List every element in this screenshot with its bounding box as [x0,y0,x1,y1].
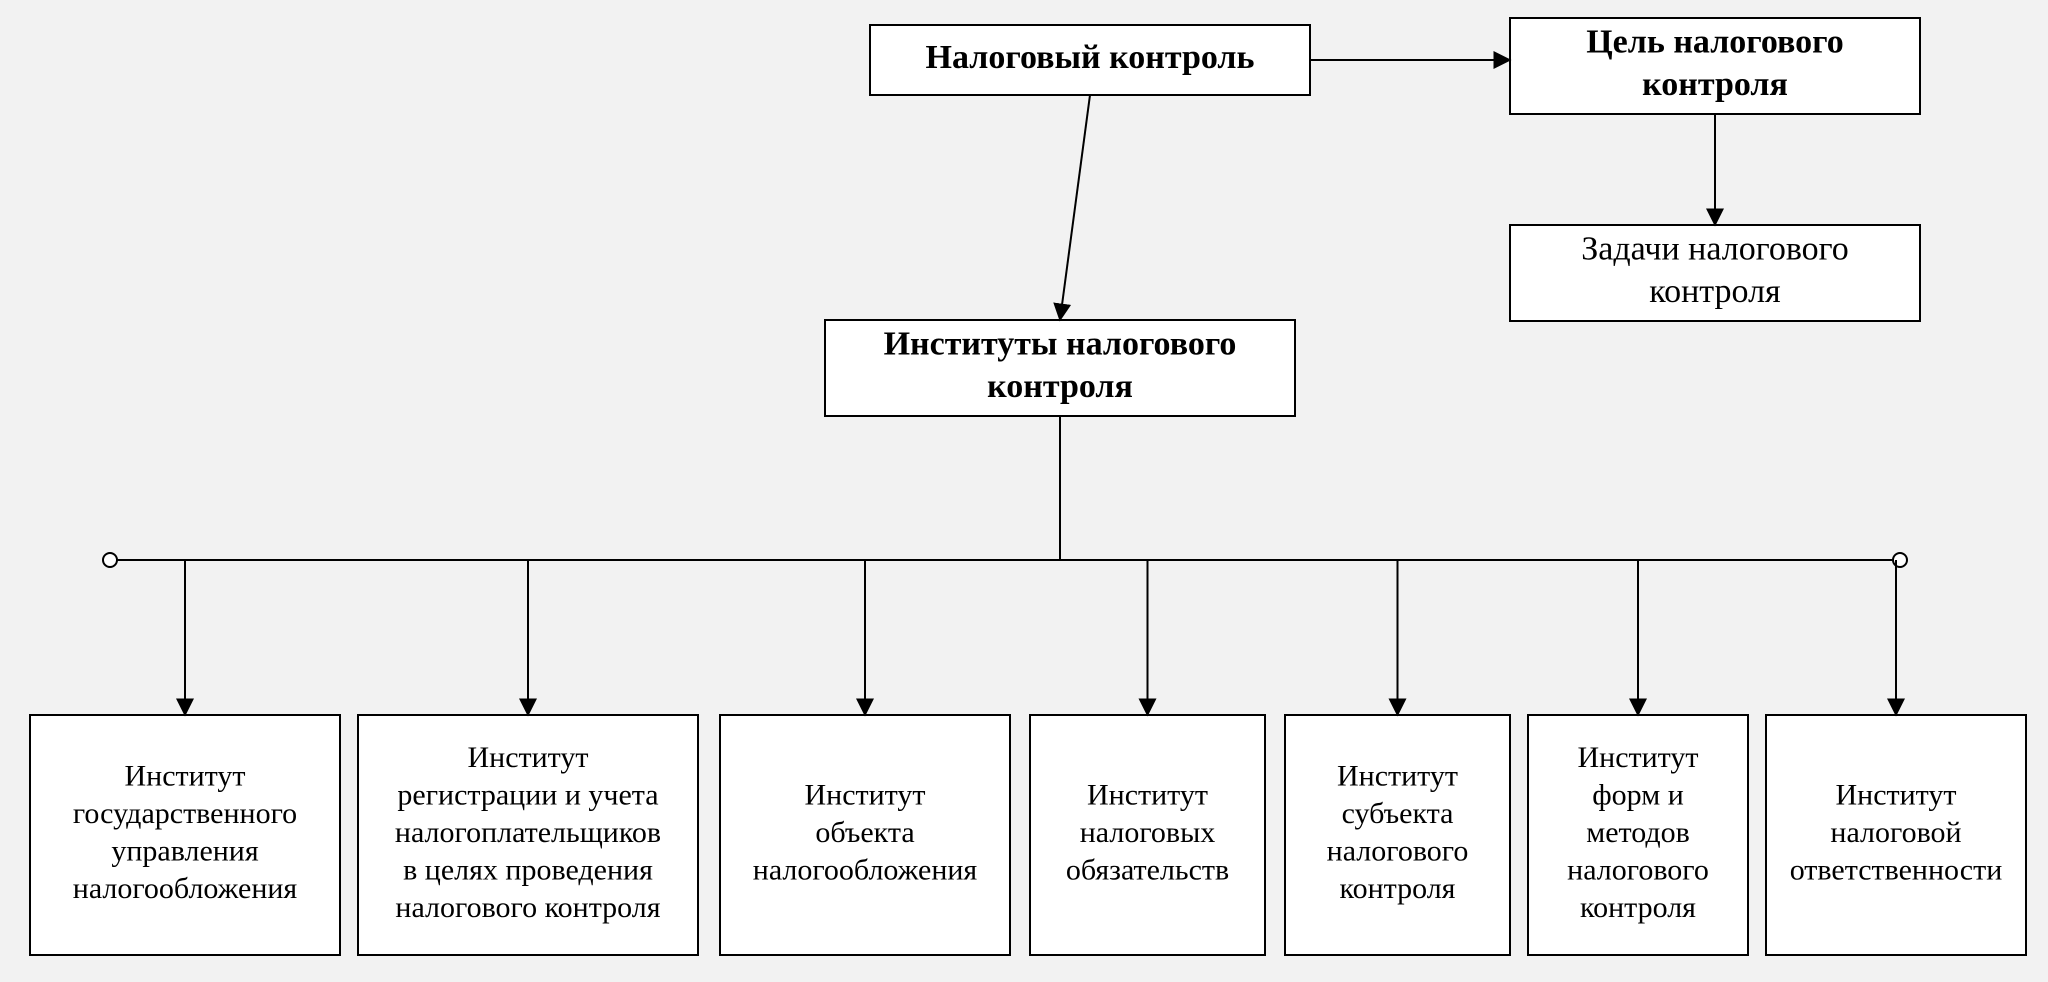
node-c5-line-3: контроля [1340,872,1456,905]
node-c6-line-1: форм и [1592,778,1684,811]
node-c6-line-0: Институт [1577,741,1698,774]
node-c4-line-1: налоговых [1080,816,1215,849]
node-inst-line-1: контроля [987,368,1133,405]
node-c1-line-2: управления [111,835,259,868]
node-inst: Институты налогового контроля [825,320,1295,416]
node-c2-line-4: налогового контроля [395,891,660,924]
node-c3: Институт объекта налогообложения [720,715,1010,955]
node-goal: Цель налогового контроля [1510,18,1920,114]
node-c2: Институт регистрации и учета налогоплатель… [358,715,698,955]
node-goal-line-0: Цель налогового [1586,24,1844,61]
node-root-line-0: Налоговый контроль [926,39,1255,76]
node-c5-line-1: субъекта [1342,797,1454,830]
node-c3-line-1: объекта [815,816,914,849]
node-c6-line-3: налогового [1567,853,1709,886]
node-c4: Институт налоговых обязательств [1030,715,1265,955]
node-root: Налоговый контроль [870,25,1310,95]
node-tasks-line-0: Задачи налогового [1581,231,1849,268]
node-tasks-line-1: контроля [1649,273,1781,310]
node-c7-line-2: ответственности [1790,853,2003,886]
node-c6-line-4: контроля [1580,891,1696,924]
node-c3-line-0: Институт [804,778,925,811]
node-c4-line-2: обязательств [1066,853,1229,886]
node-c1: Институт государственного управления налого… [30,715,340,955]
node-c5-line-2: налогового [1327,835,1469,868]
node-c3-line-2: налогообложения [753,853,978,886]
node-c2-line-2: налогоплательщиков [395,816,661,849]
node-c1-line-0: Институт [124,760,245,793]
node-c2-line-3: в целях проведения [403,853,653,886]
node-c2-line-0: Институт [467,741,588,774]
node-inst-line-0: Институты налогового [884,326,1237,363]
node-c7-line-0: Институт [1835,778,1956,811]
node-c5-line-0: Институт [1337,760,1458,793]
node-tasks: Задачи налогового контроля [1510,225,1920,321]
node-c1-line-3: налогообложения [73,872,298,905]
node-c7-line-1: налоговой [1830,816,1961,849]
node-c1-line-1: государственного [73,797,297,830]
node-c6-line-2: методов [1586,816,1690,849]
node-c2-line-1: регистрации и учета [397,778,658,811]
edge-root-inst [1060,95,1090,320]
node-c7: Институт налоговой ответственности [1766,715,2026,955]
node-goal-line-1: контроля [1642,66,1788,103]
node-c6: Институт форм и методов налогового контроля [1528,715,1748,955]
node-c4-line-0: Институт [1087,778,1208,811]
node-c5: Институт субъекта налогового контроля [1285,715,1510,955]
flowchart-canvas: Налоговый контроль Цель налогового контрол… [0,0,2048,982]
bus-end-left [103,553,117,567]
